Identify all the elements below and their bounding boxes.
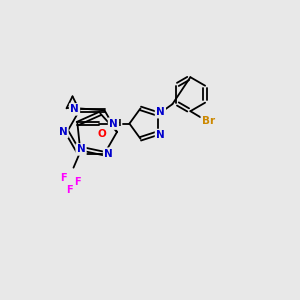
Text: N: N [58,127,68,137]
Text: Br: Br [202,116,215,126]
Text: N: N [70,104,79,114]
Text: N: N [156,107,165,117]
Text: N: N [156,130,165,140]
Text: F: F [60,173,67,183]
Text: N: N [104,148,113,159]
Text: N: N [77,145,85,154]
Text: F: F [74,177,81,187]
Text: N: N [109,118,118,129]
Text: H: H [114,119,121,128]
Text: F: F [66,184,73,195]
Text: O: O [97,129,106,139]
